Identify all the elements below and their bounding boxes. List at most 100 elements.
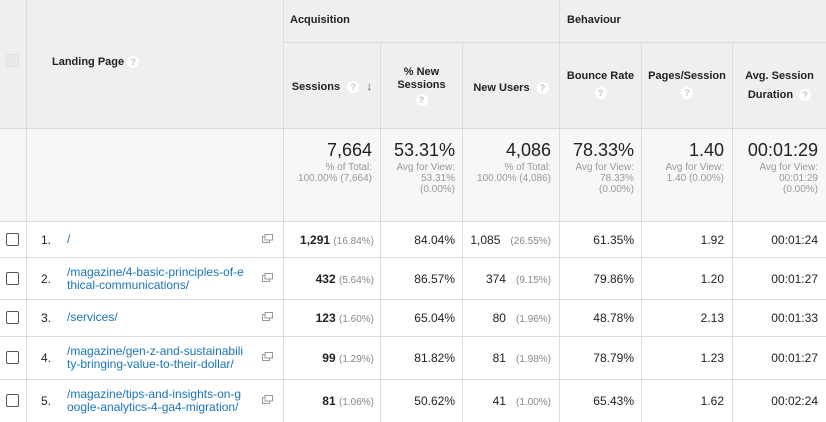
pages-session-cell: 1.62 [700,394,724,408]
pct-new-sessions-cell: 81.82% [414,351,455,365]
total-bounce-rate-sub3: (0.00%) [598,184,634,195]
landing-page-link[interactable]: /magazine/4-basic-principles-of-e thical-… [67,264,259,292]
landing-page-link-line1: / [67,231,71,246]
help-icon[interactable]: ? [681,87,693,100]
landing-page-header-label: Landing Page [52,56,125,68]
row-index: 1. [41,232,52,247]
column-divider [380,43,381,422]
landing-page-link-line1: /services/ [67,310,118,324]
total-bounce-rate-sub: Avg for View: 78.33% (0.00%) [560,162,634,195]
open-in-new-window-icon[interactable] [262,233,273,243]
total-new-users-sub1: % of Total: [504,162,551,173]
landing-page-link-line1: /magazine/4-basic-principles-of-e [67,264,244,279]
row-checkbox[interactable] [6,271,19,285]
pages-session-cell: 1.20 [700,271,724,286]
row-checkbox[interactable] [6,311,19,324]
acquisition-group-label: Acquisition [290,14,350,26]
column-divider [462,43,463,422]
bounce-rate-cell: 65.43% [593,394,634,408]
open-in-new-window-icon[interactable] [262,395,273,404]
row-divider [0,221,826,222]
open-in-new-window-icon[interactable] [262,272,273,282]
open-in-new-window-icon[interactable] [262,352,273,361]
sessions-value: 123 [315,311,336,325]
row-checkbox[interactable] [6,351,19,364]
new-users-cell: 81 (1.98%) [463,351,551,365]
row-divider [0,299,826,300]
total-avg-duration-sub1: Avg for View: [759,162,818,173]
row-divider [0,128,826,129]
pct-new-sessions-cell: 50.62% [414,394,455,408]
pages-session-column-header[interactable]: Pages/Session ? [642,70,732,100]
pct-new-sessions-column-header[interactable]: % New Sessions ? [381,66,462,107]
avg-duration-cell: 00:02:24 [771,394,818,408]
total-pages-session-value: 1.40 [688,140,724,160]
sort-descending-icon[interactable]: ↓ [366,79,373,93]
pct-new-sessions-header-line1: % New [403,66,440,78]
sessions-cell: 123 (1.60%) [286,311,374,325]
behaviour-group-label: Behaviour [567,14,621,26]
pages-session-cell: 1.92 [700,232,724,247]
pages-session-cell: 1.23 [700,351,724,365]
new-users-value: 374 [485,271,506,286]
table-row: 3. /services/123 (1.60%) 65.04% 80 (1.96%) 4… [0,300,826,336]
landing-page-link[interactable]: /magazine/gen-z-and-sustainabili ty-bring… [67,345,259,371]
total-avg-duration-sub3: (0.00%) [782,184,818,195]
new-users-cell: 80 (1.96%) [463,311,551,325]
total-pct-new-sub3: (0.00%) [419,184,455,195]
help-icon[interactable]: ? [536,82,549,95]
new-users-percent: (9.15%) [515,274,551,286]
bounce-rate-column-header[interactable]: Bounce Rate ? [560,70,641,100]
total-bounce-rate-value: 78.33% [572,140,634,160]
row-divider [0,336,826,337]
help-icon[interactable]: ? [347,81,360,94]
total-sessions-sub: % of Total: 100.00% (7,664) [284,162,372,184]
sessions-value: 432 [315,271,336,286]
total-avg-duration-value: 00:01:29 [747,140,818,160]
new-users-column-header[interactable]: New Users ? [463,82,559,95]
sessions-column-header[interactable]: Sessions ? ↓ [284,80,380,94]
new-users-percent: (1.00%) [515,397,551,408]
help-icon[interactable]: ? [594,87,607,100]
sessions-percent: (1.29%) [338,354,374,365]
sessions-value: 81 [322,394,336,408]
open-in-new-window-icon[interactable] [262,312,273,321]
pct-new-sessions-header-line2: Sessions [397,79,446,91]
new-users-cell: 41 (1.00%) [463,394,551,408]
column-divider [559,0,560,422]
total-pct-new-sub1: Avg for View: [396,162,455,173]
row-index: 2. [41,271,52,286]
column-divider [26,0,27,422]
bounce-rate-header-label: Bounce Rate [566,70,635,82]
total-pct-new-sub: Avg for View: 53.31% (0.00%) [381,162,455,195]
row-checkbox[interactable] [6,394,19,407]
landing-page-link[interactable]: /services/ [67,311,259,324]
help-icon[interactable]: ? [415,94,428,107]
row-divider [0,257,826,258]
column-divider [641,43,642,422]
total-pct-new-value: 53.31% [393,140,455,160]
help-icon[interactable]: ? [799,89,812,102]
new-users-value: 81 [492,351,506,365]
avg-session-duration-column-header[interactable]: Avg. Session Duration ? [733,70,826,102]
new-users-cell: 1,085 (26.55%) [463,233,551,247]
sessions-header-label: Sessions [291,81,341,93]
select-all-checkbox[interactable] [6,54,19,67]
pct-new-sessions-cell: 84.04% [414,232,455,247]
help-icon[interactable]: ? [127,56,140,69]
total-pages-session-sub: Avg for View: 1.40 (0.00%) [642,162,724,184]
total-avg-duration-sub2: 00:01:29 [779,173,818,184]
row-checkbox[interactable] [6,232,19,246]
landing-page-link[interactable]: /magazine/tips-and-insights-on-g oogle-an… [67,388,259,414]
total-new-users-sub2: 100.00% (4,086) [477,173,551,184]
new-users-value: 41 [492,394,506,408]
landing-page-header[interactable]: Landing Page ? [52,56,140,69]
total-sessions-sub2: 100.00% (7,664) [298,173,372,184]
table-row: 2. /magazine/4-basic-principles-of-e thica… [0,258,826,299]
landing-page-link[interactable]: / [67,231,259,246]
column-divider [732,43,733,422]
column-divider [283,0,284,422]
row-index: 5. [41,394,52,408]
row-divider [0,379,826,380]
